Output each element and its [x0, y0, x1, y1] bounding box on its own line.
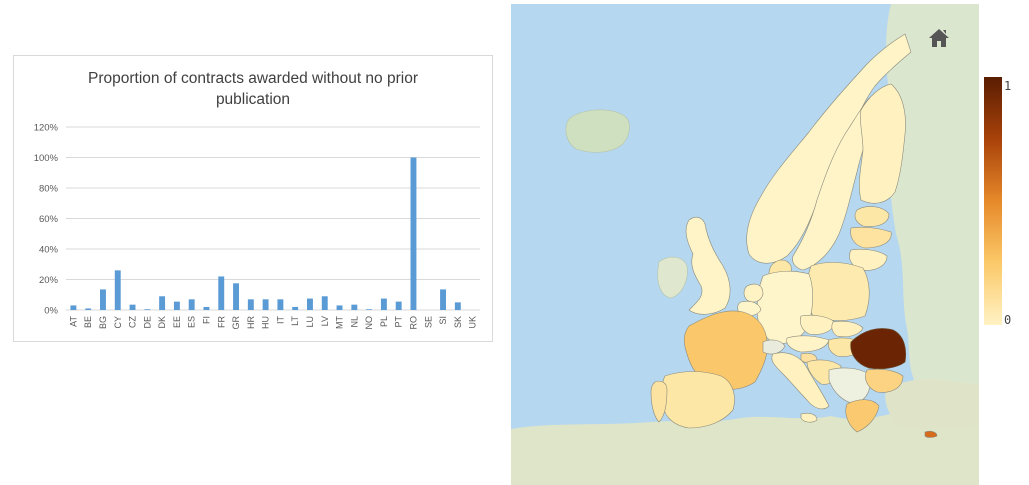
- x-tick-label: SE: [423, 316, 433, 328]
- y-tick-label: 120%: [34, 123, 59, 134]
- y-tick-label: 80%: [39, 184, 59, 195]
- bar-lu: [307, 298, 313, 310]
- country-gr: [845, 399, 880, 433]
- bar-cy: [114, 270, 121, 310]
- x-tick-label: MT: [335, 316, 345, 329]
- map-svg: [511, 4, 979, 485]
- bar-hu: [262, 299, 269, 310]
- country-cy: [924, 430, 938, 438]
- x-tick-label: FI: [201, 316, 211, 324]
- bar-mt: [336, 305, 343, 310]
- bar-hr: [247, 299, 254, 310]
- x-tick-label: BE: [83, 316, 93, 328]
- country-uk: [685, 217, 731, 315]
- x-tick-label: UK: [468, 316, 478, 329]
- country-pt: [650, 380, 668, 423]
- country-cz: [799, 314, 836, 335]
- x-tick-label: ES: [187, 316, 197, 328]
- bar-fr: [218, 276, 225, 310]
- bar-cz: [129, 304, 136, 310]
- home-icon: [929, 29, 949, 47]
- bar-chart-card: Proportion of contracts awarded without …: [13, 55, 493, 342]
- bar-sk: [454, 302, 461, 310]
- x-tick-label: BG: [98, 316, 108, 329]
- bar-be: [85, 308, 92, 310]
- bar-pt: [395, 301, 402, 310]
- x-tick-label: GR: [231, 315, 241, 329]
- x-tick-label: LV: [320, 316, 330, 326]
- bar-lv: [321, 296, 328, 310]
- x-tick-label: SK: [453, 316, 463, 328]
- country-it: [771, 352, 830, 410]
- chart-title: Proportion of contracts awarded without …: [14, 68, 492, 110]
- bar-bg: [100, 289, 106, 310]
- bar-pl: [380, 298, 387, 310]
- x-tick-label: AT: [68, 316, 78, 327]
- country-ro: [850, 328, 907, 370]
- land-russia-north: [906, 4, 979, 124]
- country-ie: [657, 256, 688, 299]
- country-sk: [831, 320, 864, 338]
- choropleth-map[interactable]: [511, 4, 979, 485]
- bar-ee: [173, 301, 180, 310]
- bar-fi: [203, 306, 210, 310]
- country-it-sicily: [800, 412, 818, 423]
- x-tick-label: SI: [438, 316, 448, 325]
- colorbar-min-label: 0: [1004, 313, 1012, 327]
- x-tick-label: IT: [275, 315, 285, 324]
- country-lv: [850, 226, 892, 249]
- country-es: [661, 371, 735, 429]
- bar-de: [144, 309, 151, 310]
- colorbar-max-label: 1: [1004, 79, 1012, 93]
- bar-gr: [233, 283, 239, 310]
- country-ch: [762, 339, 786, 355]
- bar-chart: 0% 20% 40% 60% 80% 100% 120% AT BE BG CY CZ DE DK EE ES…: [34, 123, 480, 330]
- bar-lt: [292, 306, 299, 310]
- bar-es: [188, 299, 195, 310]
- y-tick-label: 20%: [39, 275, 59, 286]
- home-button[interactable]: [927, 27, 951, 49]
- chart-title-line-2: publication: [215, 91, 291, 108]
- x-tick-label: DE: [142, 316, 152, 329]
- country-fr: [683, 310, 768, 390]
- x-tick-label: HU: [261, 316, 271, 329]
- bar-ro: [410, 157, 417, 310]
- x-tick-label: CY: [113, 316, 123, 329]
- bar-at: [70, 305, 77, 310]
- bar-dk: [159, 296, 166, 310]
- x-tick-label: EE: [172, 316, 182, 328]
- y-tick-label: 0%: [44, 306, 58, 317]
- bar-no: [366, 309, 373, 310]
- bar-it: [277, 299, 284, 310]
- y-tick-label: 40%: [39, 245, 59, 256]
- y-tick-label: 60%: [39, 214, 59, 225]
- country-fi: [859, 83, 906, 204]
- x-tick-label: CZ: [128, 316, 138, 328]
- country-bg: [865, 368, 904, 393]
- x-tick-label: FR: [216, 316, 226, 328]
- country-nl: [743, 283, 764, 303]
- land-iceland: [565, 109, 630, 153]
- country-no: [746, 33, 912, 264]
- country-at: [786, 335, 830, 353]
- country-balkans: [828, 367, 871, 405]
- country-ee: [854, 206, 890, 227]
- x-tick-label: HR: [246, 316, 256, 329]
- colorbar: [984, 77, 1002, 325]
- x-tick-label: LU: [305, 316, 315, 328]
- bar-nl: [351, 304, 358, 310]
- bar-si: [440, 289, 446, 310]
- x-tick-label: DK: [157, 316, 167, 329]
- x-tick-label: PT: [394, 316, 404, 328]
- x-tick-label: LT: [290, 316, 300, 326]
- x-tick-label: NO: [364, 316, 374, 330]
- y-tick-label: 100%: [34, 153, 59, 164]
- x-tick-label: NL: [349, 316, 359, 328]
- x-tick-label: PL: [379, 316, 389, 327]
- country-lt: [849, 248, 888, 271]
- chart-title-line-1: Proportion of contracts awarded without …: [88, 70, 418, 87]
- x-tick-label: RO: [408, 316, 418, 330]
- country-pl: [806, 262, 870, 321]
- land-turkey: [885, 378, 979, 429]
